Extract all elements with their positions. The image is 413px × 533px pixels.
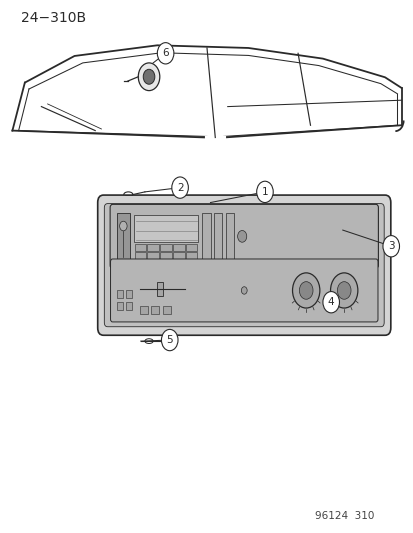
- Text: 6: 6: [162, 49, 169, 58]
- Circle shape: [337, 281, 350, 299]
- Bar: [157, 282, 163, 296]
- Text: 3: 3: [387, 241, 394, 251]
- Text: 1: 1: [261, 187, 268, 197]
- Circle shape: [330, 273, 357, 308]
- Circle shape: [292, 273, 319, 308]
- Text: 4: 4: [327, 297, 334, 307]
- Text: 24−310B: 24−310B: [21, 11, 85, 25]
- Bar: [134, 215, 198, 242]
- Text: 2: 2: [176, 183, 183, 192]
- Circle shape: [138, 63, 159, 91]
- Bar: [160, 253, 171, 259]
- Bar: [173, 253, 184, 259]
- Bar: [147, 244, 159, 251]
- Bar: [116, 302, 123, 310]
- Bar: [134, 253, 146, 259]
- Circle shape: [322, 292, 339, 313]
- Bar: [134, 244, 146, 251]
- FancyBboxPatch shape: [97, 195, 390, 335]
- Circle shape: [256, 181, 273, 203]
- Circle shape: [299, 281, 312, 299]
- Circle shape: [171, 177, 188, 198]
- FancyBboxPatch shape: [104, 204, 383, 327]
- Circle shape: [143, 69, 154, 84]
- Bar: [185, 253, 197, 259]
- Bar: [126, 302, 132, 310]
- Bar: [214, 213, 222, 260]
- Text: 5: 5: [166, 335, 173, 345]
- Bar: [173, 244, 184, 251]
- Circle shape: [157, 43, 173, 64]
- Bar: [139, 306, 147, 314]
- FancyBboxPatch shape: [110, 204, 377, 269]
- Bar: [162, 306, 171, 314]
- Bar: [116, 290, 123, 298]
- Bar: [151, 306, 159, 314]
- Circle shape: [241, 287, 247, 294]
- Bar: [202, 213, 210, 260]
- Bar: [147, 253, 159, 259]
- FancyBboxPatch shape: [110, 259, 377, 322]
- Circle shape: [119, 221, 127, 231]
- Circle shape: [161, 329, 178, 351]
- Text: 96124  310: 96124 310: [314, 511, 373, 521]
- Circle shape: [237, 230, 246, 242]
- Bar: [116, 213, 130, 260]
- Circle shape: [382, 236, 399, 257]
- Bar: [185, 244, 197, 251]
- Bar: [225, 213, 233, 260]
- Bar: [126, 290, 132, 298]
- Bar: [160, 244, 171, 251]
